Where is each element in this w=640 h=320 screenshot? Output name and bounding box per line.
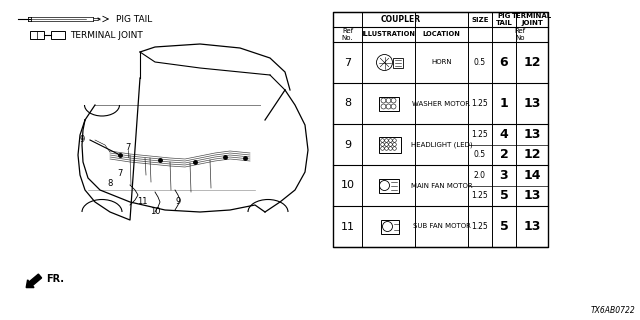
Text: TERMINAL JOINT: TERMINAL JOINT (70, 30, 143, 39)
Text: 8: 8 (108, 179, 113, 188)
Text: 7: 7 (125, 143, 131, 153)
Text: 7: 7 (117, 169, 123, 178)
Text: 9: 9 (344, 140, 351, 149)
Bar (378, 137, 401, 153)
Bar (378, 179, 399, 193)
Text: 12: 12 (524, 56, 541, 69)
Text: PIG
TAIL: PIG TAIL (495, 13, 513, 26)
Text: 14: 14 (524, 169, 541, 182)
FancyArrow shape (26, 274, 42, 288)
Bar (392, 58, 403, 68)
Text: 8: 8 (344, 99, 351, 108)
Text: 13: 13 (524, 128, 541, 141)
Text: Ref
No.: Ref No. (342, 28, 353, 41)
Text: 1.25: 1.25 (472, 191, 488, 200)
Text: 10: 10 (150, 207, 160, 217)
Text: 13: 13 (524, 97, 541, 110)
Text: Ref
No: Ref No (515, 28, 525, 41)
Bar (333, 12, 548, 247)
Text: 1.25: 1.25 (472, 130, 488, 139)
Bar (30, 31, 44, 39)
Text: 0.5: 0.5 (474, 58, 486, 67)
Text: 3: 3 (500, 169, 508, 182)
Text: 2.0: 2.0 (474, 171, 486, 180)
Text: 11: 11 (137, 197, 147, 206)
Bar (51, 31, 65, 39)
Text: 9: 9 (175, 197, 180, 206)
Text: 12: 12 (524, 148, 541, 161)
Text: SIZE: SIZE (471, 17, 489, 22)
Text: WASHER MOTOR: WASHER MOTOR (413, 100, 470, 107)
Text: 9: 9 (79, 135, 84, 145)
Text: 1.25: 1.25 (472, 222, 488, 231)
Text: 6: 6 (500, 56, 508, 69)
Text: 5: 5 (500, 189, 508, 202)
Text: HEADLIGHT (LED): HEADLIGHT (LED) (411, 141, 472, 148)
Text: 2: 2 (500, 148, 508, 161)
Text: 1.25: 1.25 (472, 99, 488, 108)
Text: 13: 13 (524, 220, 541, 233)
Text: FR.: FR. (46, 274, 64, 284)
Bar (381, 220, 399, 234)
Text: HORN: HORN (431, 60, 452, 66)
Text: PIG TAIL: PIG TAIL (116, 14, 152, 23)
Text: 13: 13 (524, 189, 541, 202)
Bar (333, 12, 548, 247)
Text: 4: 4 (500, 128, 508, 141)
Text: MAIN FAN MOTOR: MAIN FAN MOTOR (411, 182, 472, 188)
Text: 7: 7 (344, 58, 351, 68)
Text: ILLUSTRATION: ILLUSTRATION (362, 31, 415, 37)
Text: 10: 10 (340, 180, 355, 190)
Text: SUB FAN MOTOR: SUB FAN MOTOR (413, 223, 470, 229)
Text: 5: 5 (500, 220, 508, 233)
Text: 1: 1 (500, 97, 508, 110)
Text: TERMINAL
JOINT: TERMINAL JOINT (512, 13, 552, 26)
Text: 0.5: 0.5 (474, 150, 486, 159)
Text: 11: 11 (340, 221, 355, 231)
Bar (378, 97, 399, 110)
Text: COUPLER: COUPLER (380, 15, 420, 24)
Text: LOCATION: LOCATION (422, 31, 460, 37)
Text: TX6AB0722: TX6AB0722 (590, 306, 635, 315)
